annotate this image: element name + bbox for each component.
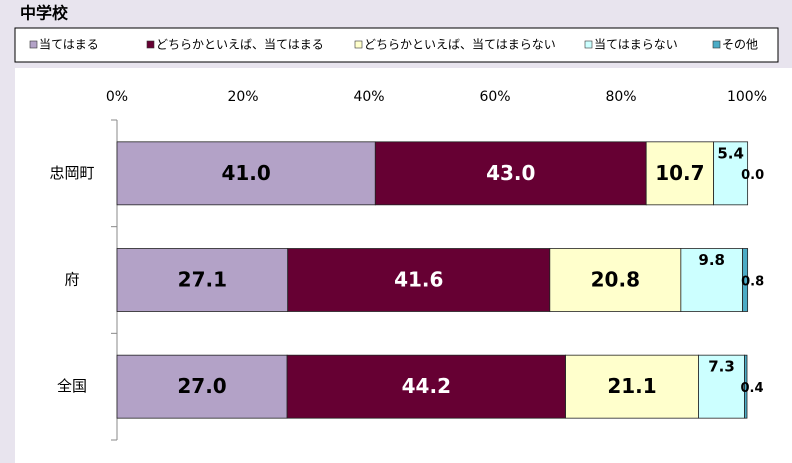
bar-segment bbox=[565, 354, 699, 419]
legend-label: どちらかといえば、当てはまる bbox=[156, 38, 324, 52]
data-label: 0.4 bbox=[740, 381, 763, 396]
bar-segment bbox=[116, 141, 376, 206]
data-label: 9.8 bbox=[698, 251, 725, 269]
bar-segment bbox=[549, 248, 682, 312]
bar-segment bbox=[680, 248, 743, 312]
x-tick-label: 0% bbox=[106, 89, 128, 105]
legend-label: どちらかといえば、当てはまらない bbox=[364, 38, 556, 52]
bar-segment bbox=[116, 248, 289, 312]
bar-segment bbox=[374, 141, 647, 206]
legend-swatch bbox=[712, 40, 721, 49]
bar-segment bbox=[744, 354, 748, 419]
legend-swatch bbox=[584, 40, 593, 49]
x-tick-label: 100% bbox=[727, 89, 767, 105]
data-label: 44.2 bbox=[402, 374, 451, 398]
bar-segment bbox=[698, 354, 745, 419]
x-tick-label: 20% bbox=[227, 89, 258, 105]
data-label: 21.1 bbox=[607, 374, 656, 398]
legend-label: 当てはまる bbox=[39, 38, 99, 52]
x-tick-label: 80% bbox=[605, 89, 636, 105]
legend-box bbox=[14, 27, 779, 63]
data-label: 27.0 bbox=[177, 374, 226, 398]
data-label: 7.3 bbox=[708, 358, 735, 376]
data-label: 41.6 bbox=[394, 268, 443, 292]
legend-swatch bbox=[29, 40, 38, 49]
bar-segment bbox=[287, 248, 551, 312]
data-label: 43.0 bbox=[486, 161, 535, 185]
bar-segment bbox=[742, 248, 749, 312]
legend-label: 当てはまらない bbox=[594, 38, 678, 52]
data-label: 10.7 bbox=[655, 161, 704, 185]
data-label: 0.0 bbox=[741, 168, 764, 183]
bar-segment bbox=[116, 354, 288, 419]
data-label: 20.8 bbox=[591, 268, 640, 292]
y-tick-label: 忠岡町 bbox=[49, 164, 94, 182]
y-tick-label: 全国 bbox=[57, 377, 87, 395]
data-label: 41.0 bbox=[221, 161, 270, 185]
data-label: 27.1 bbox=[178, 268, 227, 292]
bar-segment bbox=[713, 141, 749, 206]
data-label: 5.4 bbox=[717, 144, 744, 162]
y-tick-label: 府 bbox=[64, 271, 79, 289]
bar-segment bbox=[286, 354, 566, 419]
legend-swatch bbox=[354, 40, 363, 49]
data-label: 0.8 bbox=[741, 275, 764, 290]
chart-title: 中学校 bbox=[20, 4, 69, 23]
legend-label: その他 bbox=[722, 38, 758, 52]
x-tick-label: 60% bbox=[479, 89, 510, 105]
legend-swatch bbox=[146, 40, 155, 49]
x-tick-label: 40% bbox=[353, 89, 384, 105]
